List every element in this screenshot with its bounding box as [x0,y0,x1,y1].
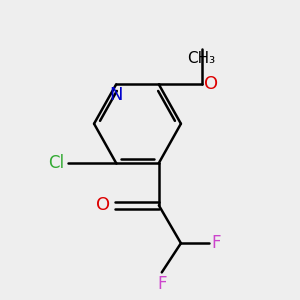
Text: Cl: Cl [49,154,64,172]
Text: F: F [212,234,221,252]
Text: N: N [110,86,123,104]
Text: O: O [205,75,219,93]
Text: O: O [96,196,110,214]
Text: CH₃: CH₃ [188,51,216,66]
Text: F: F [157,275,166,293]
